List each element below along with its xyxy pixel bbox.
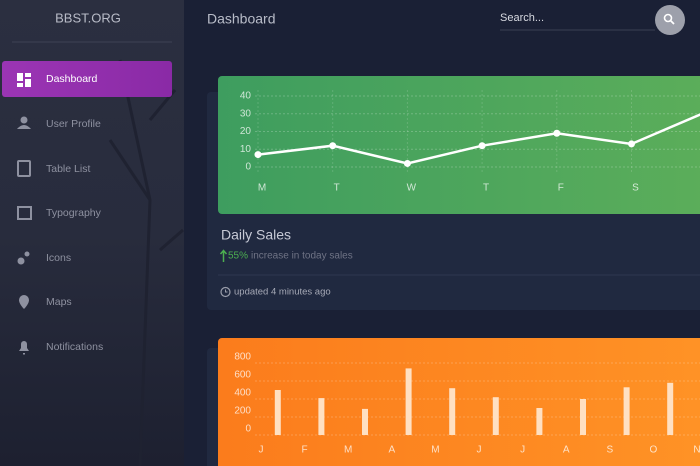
x-tick-label: J <box>520 445 525 456</box>
y-tick-label: 800 <box>234 352 251 363</box>
point <box>553 129 561 137</box>
x-tick-label: W <box>407 183 417 194</box>
x-tick-label: F <box>558 183 564 194</box>
bar <box>623 387 630 435</box>
x-tick-label: S <box>632 183 639 194</box>
menu-item[interactable]: Maps <box>46 296 72 308</box>
point <box>254 151 262 159</box>
menu-item[interactable]: Notifications <box>46 341 103 353</box>
point <box>628 140 635 148</box>
icon-bubble <box>17 257 25 265</box>
menu-item[interactable]: Dashboard <box>46 73 98 85</box>
y-tick-label: 10 <box>240 144 252 155</box>
point <box>329 142 337 150</box>
y-tick-label: 0 <box>245 162 251 173</box>
menu-item[interactable]: User Profile <box>46 118 101 130</box>
card-title: Daily Sales <box>221 227 291 243</box>
icon-news <box>17 206 32 220</box>
menu-item[interactable]: Typography <box>46 207 102 219</box>
icon-user <box>17 125 31 129</box>
x-tick-label: T <box>483 183 489 194</box>
point <box>403 159 411 167</box>
menu-icons <box>17 116 32 355</box>
x-tick-label: J <box>477 445 482 456</box>
icon-map <box>19 295 29 309</box>
icon-clipboard <box>17 160 31 177</box>
x-tick-label: A <box>388 445 395 456</box>
icon-dashboard <box>17 73 31 87</box>
sidebar-art <box>108 59 184 466</box>
clock-icon <box>220 286 231 298</box>
x-tick-label: A <box>563 445 570 456</box>
search-icon <box>669 19 675 25</box>
clock-icon <box>225 289 228 293</box>
bar <box>362 408 368 435</box>
chart: 0 200 400 600 800 J F M A M J J A S O N <box>234 352 700 456</box>
y-tick-label: 600 <box>234 370 251 381</box>
x-tick-label: M <box>258 183 266 194</box>
x-tick-label: M <box>431 445 439 456</box>
stat-text: increase in today sales <box>251 251 353 262</box>
bar <box>667 382 674 435</box>
search-input[interactable]: Search... <box>500 12 544 24</box>
search-button[interactable] <box>655 5 685 35</box>
icon-bubble <box>24 251 30 257</box>
x-tick-label: F <box>302 445 308 456</box>
x-tick-label: J <box>259 445 264 456</box>
chart-header <box>218 338 700 466</box>
bar <box>492 397 499 435</box>
stat-value: 55% <box>228 251 248 262</box>
icon-user <box>20 116 28 124</box>
point <box>478 142 486 150</box>
search-icon <box>663 13 673 23</box>
bar <box>274 390 281 435</box>
y-tick-label: 400 <box>234 388 251 399</box>
x-tick-label: O <box>650 445 658 456</box>
brand[interactable]: BBST.ORG <box>55 10 121 25</box>
card-footer: updated 4 minutes ago <box>234 287 331 298</box>
x-tick-label: N <box>693 445 700 456</box>
x-tick-label: T <box>334 183 340 194</box>
arrow-up-icon <box>219 249 228 262</box>
active-item[interactable] <box>2 61 172 97</box>
y-tick-label: 0 <box>245 424 251 435</box>
x-tick-label: M <box>344 445 352 456</box>
y-tick-label: 20 <box>240 126 252 137</box>
y-tick-label: 200 <box>234 406 251 417</box>
bar <box>318 398 325 435</box>
menu-item[interactable]: Icons <box>46 252 71 264</box>
x-tick-label: S <box>606 445 613 456</box>
menu: Dashboard User Profile Table List Typograph… <box>46 73 103 353</box>
bar <box>405 368 412 435</box>
bar <box>580 399 586 435</box>
page-title: Dashboard <box>207 11 276 27</box>
icon-bell <box>19 341 29 355</box>
chart: 0 10 20 30 40 M T W T F S <box>240 90 700 194</box>
bar <box>536 408 543 435</box>
chart-header <box>218 76 700 214</box>
menu-item[interactable]: Table List <box>46 163 90 175</box>
y-tick-label: 30 <box>240 108 252 119</box>
y-tick-label: 40 <box>240 91 252 102</box>
bar <box>449 388 456 435</box>
